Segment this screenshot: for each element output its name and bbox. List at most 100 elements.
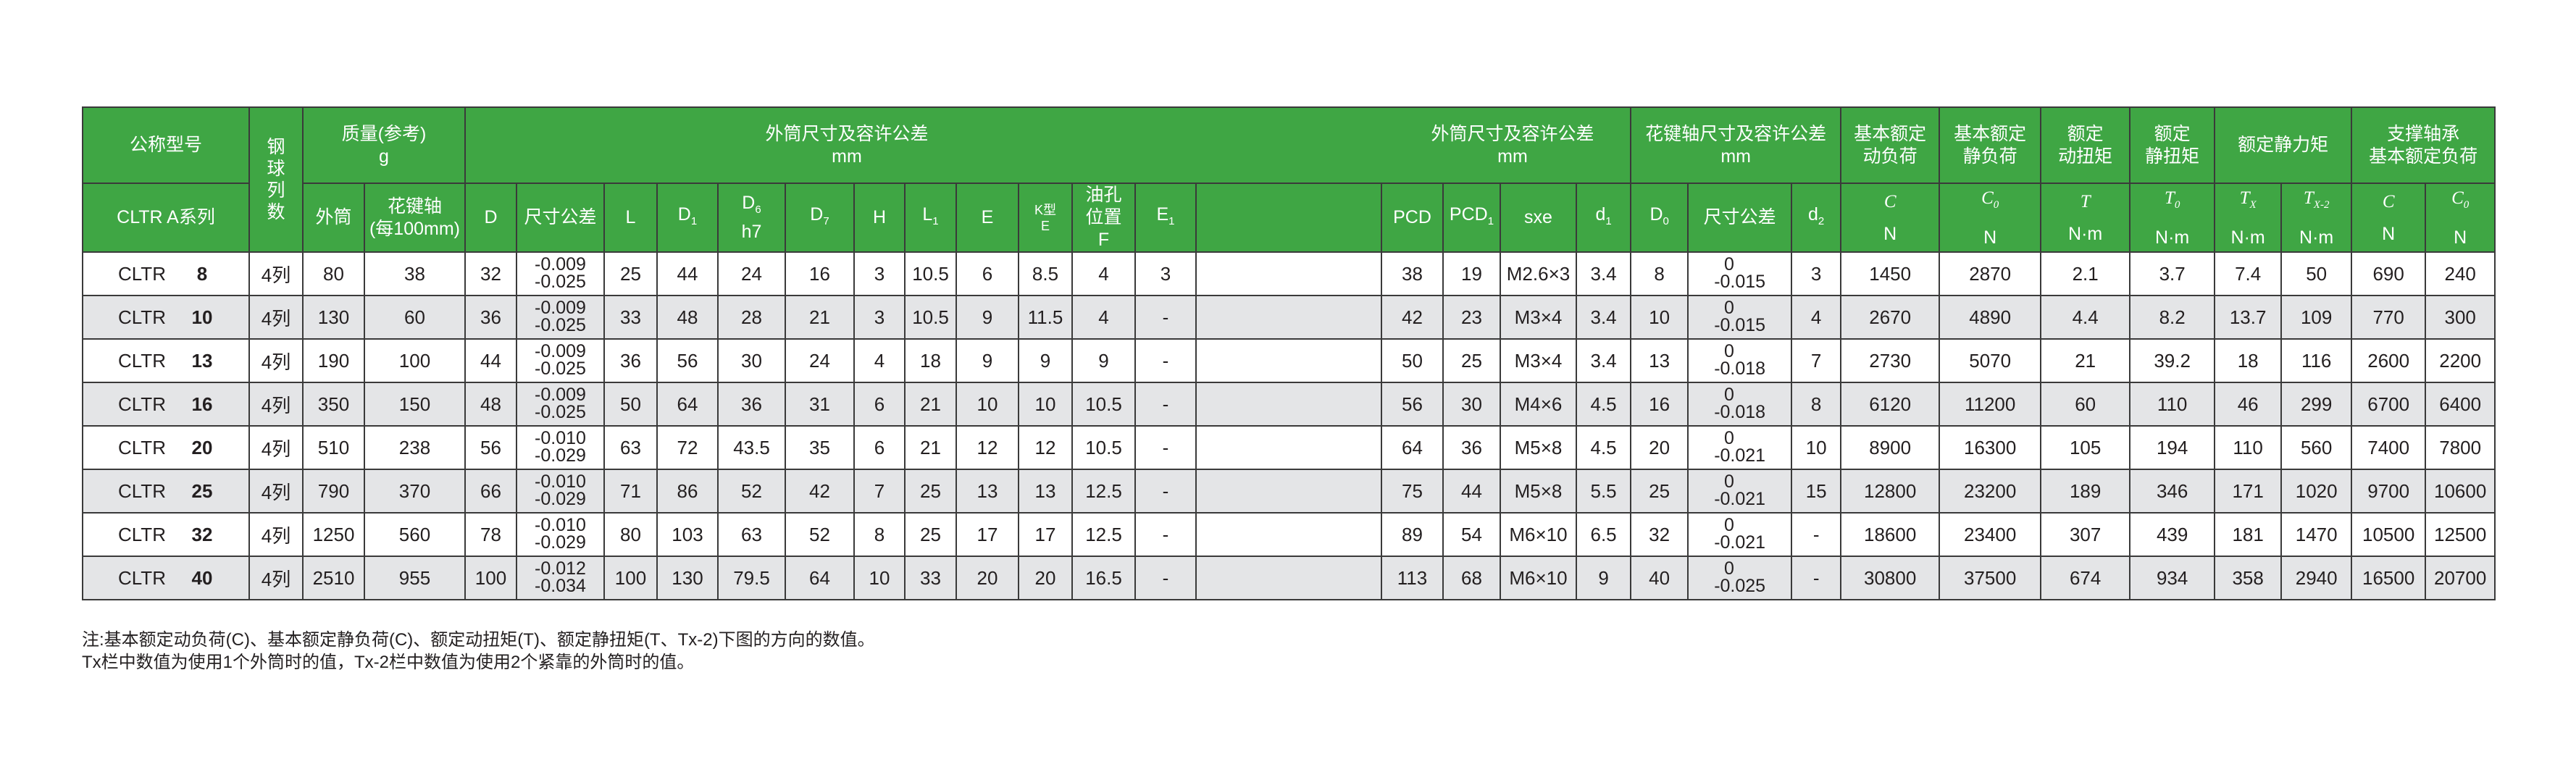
- header-column-subscript: 1: [932, 214, 939, 227]
- table-cell: -0.010 -0.029: [516, 425, 605, 470]
- table-cell: 18: [2214, 338, 2283, 383]
- header-column: sxe: [1500, 183, 1577, 253]
- table-cell: 25: [904, 512, 957, 557]
- tolerance-upper: 0: [1723, 340, 1734, 361]
- header-column-symbol: T: [2080, 191, 2091, 211]
- tolerance-upper: 0: [1723, 427, 1734, 448]
- header-row-columns: CLTR A系列 外筒 花键轴 (每100mm) D 尺寸公差 L D1 D6 h7 D7 H L1 E…: [82, 183, 2496, 253]
- header-model: 公称型号: [82, 106, 250, 184]
- header-outer-title: 外筒尺寸及容许公差: [765, 123, 929, 144]
- header-column-subscript: 0: [1993, 198, 1999, 211]
- header-shaft-unit: mm: [1720, 146, 1751, 167]
- table-cell: 68: [1442, 556, 1501, 600]
- header-column-symbol: d: [1808, 204, 1818, 225]
- table-cell: 10.5: [904, 251, 957, 296]
- model-size: 32: [191, 523, 213, 545]
- table-cell: 39.2: [2129, 338, 2216, 383]
- table-cell: 4列: [248, 338, 304, 383]
- header-column-label: sxe: [1501, 206, 1576, 229]
- table-cell: -: [1134, 512, 1197, 557]
- table-cell: 238: [364, 425, 466, 470]
- header-column-label: PCD: [1382, 206, 1442, 229]
- table-cell: -: [1791, 556, 1842, 600]
- table-cell: 2730: [1840, 338, 1941, 383]
- table-cell: 370: [364, 469, 466, 514]
- tolerance-value: 0 -0.015: [1714, 255, 1765, 290]
- table-cell: 50: [1381, 338, 1444, 383]
- header-column-symbol: L: [922, 204, 933, 225]
- table-cell: 48: [464, 382, 517, 427]
- table-cell: 150: [364, 382, 466, 427]
- header-column-symbol: D: [677, 204, 691, 225]
- header-static-moment: 额定静力矩: [2214, 106, 2353, 184]
- table-cell: 33: [603, 295, 658, 340]
- table-cell: 5.5: [1575, 469, 1632, 514]
- table-cell: 307: [2040, 512, 2131, 557]
- table-cell: 3.4: [1575, 251, 1632, 296]
- table-cell: -0.009 -0.025: [516, 251, 605, 296]
- table-cell: 13: [1018, 469, 1073, 514]
- table-cell: 89: [1381, 512, 1444, 557]
- header-column-label: 尺寸公差: [1689, 206, 1791, 229]
- tolerance-upper: -0.009: [535, 340, 586, 361]
- tolerance-value: 0 -0.018: [1714, 385, 1765, 421]
- header-column-line: N·m: [2068, 223, 2103, 244]
- header-column: T N·m: [2040, 183, 2131, 253]
- header-column: H: [853, 183, 906, 253]
- tolerance-upper: 0: [1723, 514, 1734, 535]
- tolerance-upper: 0: [1723, 471, 1734, 492]
- table-cell: 0 -0.018: [1687, 382, 1793, 427]
- header-column: PCD: [1381, 183, 1444, 253]
- header-column-symbol: D: [742, 193, 756, 213]
- header-column-symbol: E: [981, 207, 994, 227]
- table-cell: M6×10: [1500, 512, 1577, 557]
- header-column: d1: [1575, 183, 1632, 253]
- tolerance-upper: -0.009: [535, 253, 586, 274]
- header-ball-rows-char: 钢: [267, 137, 285, 157]
- table-cell: 80: [603, 512, 658, 557]
- header-line: 动扭矩: [2058, 146, 2113, 167]
- header-column-label: T: [2041, 190, 2129, 213]
- table-cell: 2600: [2351, 338, 2427, 383]
- table-cell: 4: [853, 338, 906, 383]
- table-cell: [1195, 251, 1382, 296]
- table-cell: 6700: [2351, 382, 2427, 427]
- table-cell: 7: [1791, 338, 1842, 383]
- table-cell: 510: [302, 425, 365, 470]
- table-cell: 52: [717, 469, 786, 514]
- header-dynamic-torque: 额定 动扭矩: [2040, 106, 2131, 184]
- table-cell: [1195, 469, 1382, 514]
- table-cell: 12: [1018, 425, 1073, 470]
- table-cell: 20: [955, 556, 1019, 600]
- table-cell: 56: [1381, 382, 1444, 427]
- model-prefix: CLTR: [118, 306, 166, 328]
- table-cell: 9: [955, 295, 1019, 340]
- table-cell: 0 -0.018: [1687, 338, 1793, 383]
- table-cell: 15: [1791, 469, 1842, 514]
- header-column-line: N: [2454, 227, 2467, 248]
- header-column: D7: [785, 183, 855, 253]
- table-cell: -0.009 -0.025: [516, 338, 605, 383]
- model-size: 10: [191, 306, 213, 328]
- table-cell: 3: [1791, 251, 1842, 296]
- header-support-bearing: 支撑轴承 基本额定负荷: [2351, 106, 2496, 184]
- table-cell: M4×6: [1500, 382, 1577, 427]
- header-column-label: 油孔: [1073, 184, 1134, 206]
- header-column-symbol: T: [2303, 188, 2314, 208]
- table-cell: 2870: [1939, 251, 2042, 296]
- header-column-label: C0: [1940, 187, 2040, 217]
- header-column-symbol: K型: [1034, 202, 1056, 217]
- header-column: L: [603, 183, 658, 253]
- header-column-label: C0: [2426, 187, 2494, 217]
- table-row: CLTR 32 4列 1250 560 78 -0.010 -0.029 80 103 63 52 8 2…: [82, 512, 2496, 557]
- table-cell: 6120: [1840, 382, 1941, 427]
- model-size: 8: [196, 262, 208, 285]
- header-column: T0 N·m: [2129, 183, 2216, 253]
- table-cell: [1195, 382, 1382, 427]
- table-cell: 0 -0.021: [1687, 512, 1793, 557]
- table-row: CLTR 16 4列 350 150 48 -0.009 -0.025 50 64 36 31 6 21 1…: [82, 382, 2496, 427]
- header-column-label: C: [1841, 190, 1939, 213]
- header-ball-rows-char: 数: [267, 202, 285, 222]
- header-column-subscript: 1: [1605, 214, 1612, 227]
- header-column-label: E1: [1136, 204, 1195, 232]
